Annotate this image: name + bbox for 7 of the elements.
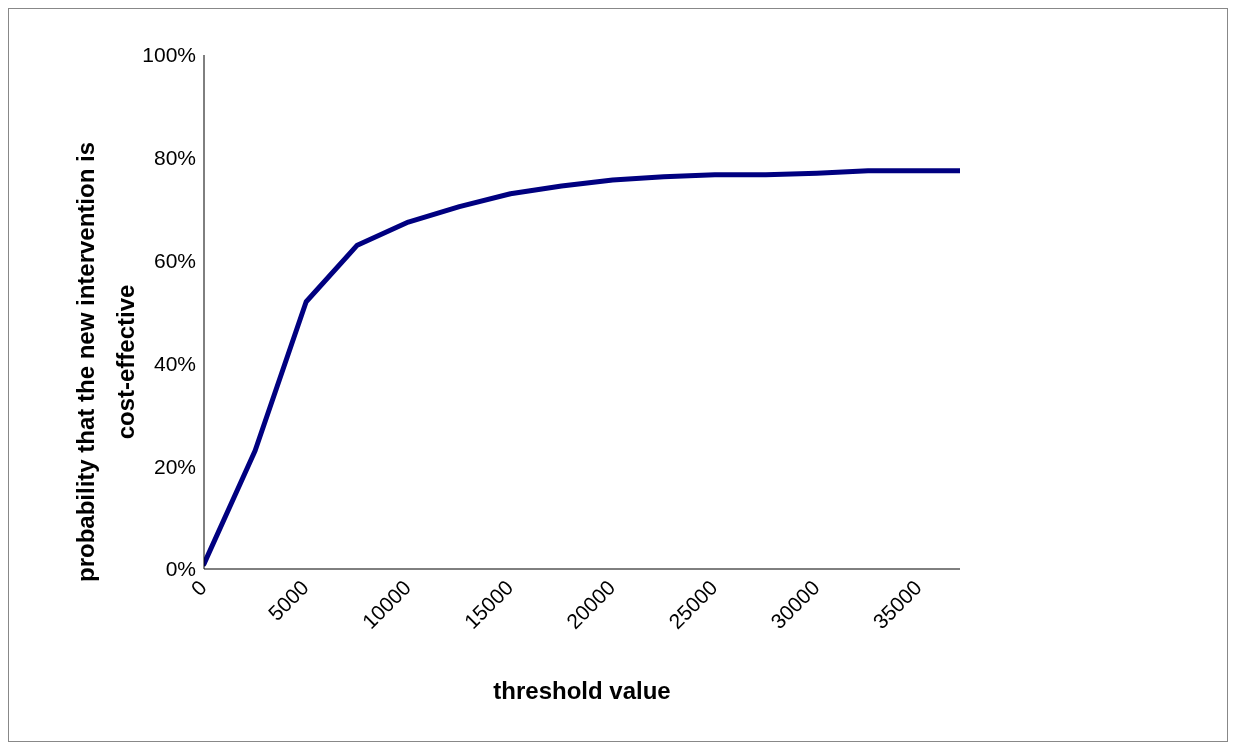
y-tick-label: 40%	[153, 351, 196, 375]
y-tick-label: 100%	[142, 43, 196, 67]
y-axis-title: probability that the new intervention is cost-effective	[72, 141, 139, 583]
y-tick-label: 80%	[153, 146, 196, 170]
y-tick-label: 60%	[153, 249, 196, 273]
y-tick-label: 20%	[153, 454, 196, 478]
x-axis-title: threshold value	[493, 677, 671, 704]
